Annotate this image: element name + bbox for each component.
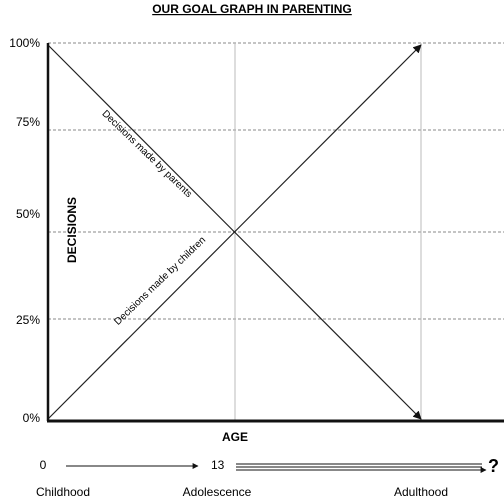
stage-label-adolescence: Adolescence: [183, 485, 252, 499]
y-tick-label: 100%: [9, 36, 40, 50]
gridlines: [48, 42, 504, 421]
stage-label-adulthood: Adulthood: [394, 485, 448, 499]
age-tick-13: 13: [211, 458, 225, 472]
series-label-children: Decisions made by children: [112, 235, 208, 328]
y-tick-label: 75%: [16, 115, 40, 129]
age-tick-0: 0: [40, 458, 47, 472]
age-tick-question: ?: [488, 456, 499, 476]
y-tick-label: 50%: [16, 207, 40, 221]
y-axis-label: DECISIONS: [65, 197, 79, 263]
y-tick-label: 0%: [23, 411, 41, 425]
y-tick-labels: 100% 75% 50% 25% 0%: [9, 36, 40, 425]
series-line-children: [47, 44, 422, 420]
stage-label-childhood: Childhood: [36, 485, 90, 499]
series-label-parents: Decisions made by parents: [100, 108, 194, 200]
y-tick-label: 25%: [16, 313, 40, 327]
chart-title: OUR GOAL GRAPH IN PARENTING: [152, 2, 352, 16]
x-axis-label: AGE: [222, 430, 248, 444]
series-lines: [47, 44, 422, 420]
